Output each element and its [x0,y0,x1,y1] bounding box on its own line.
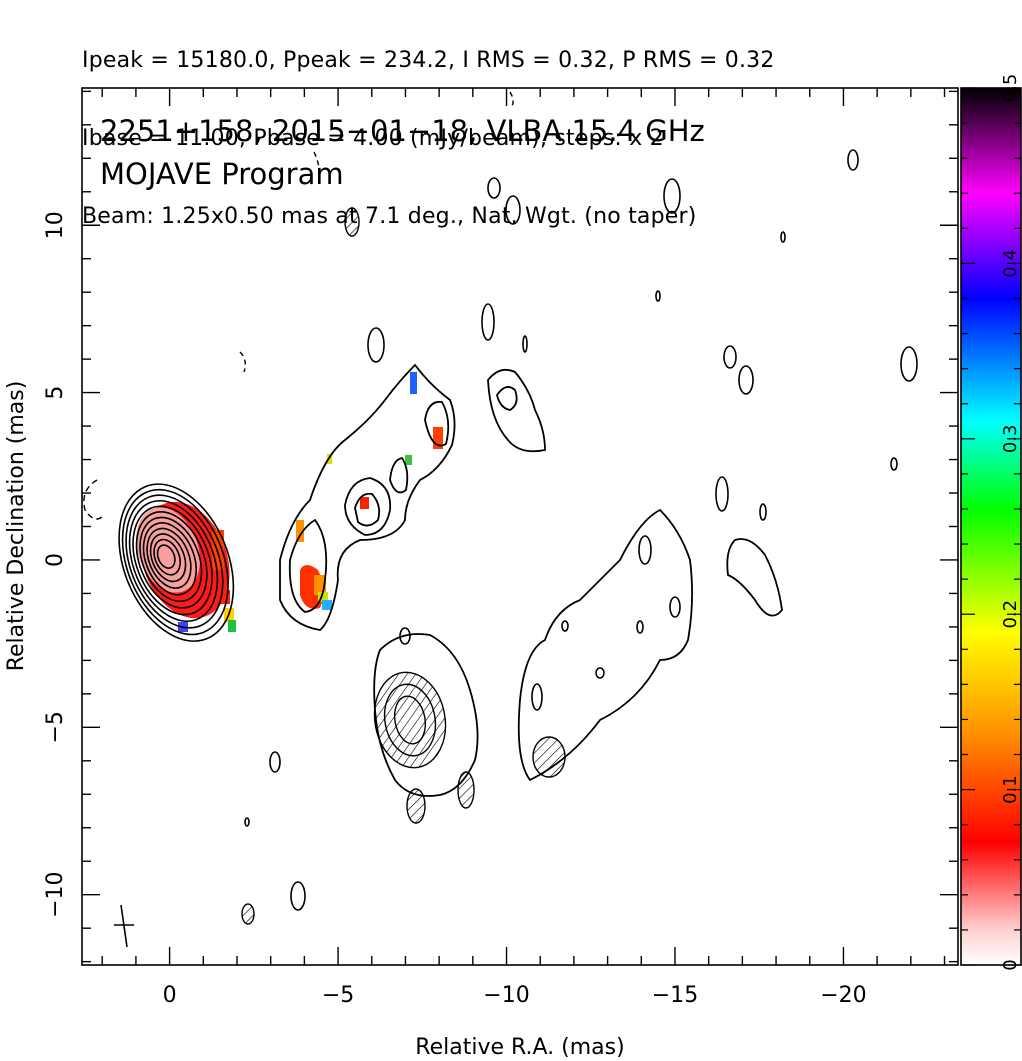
header-line-1: Ipeak = 15180.0, Ppeak = 234.2, I RMS = … [82,48,775,73]
core-contours [118,483,235,642]
core-contour [128,499,219,623]
x-axis-title: Relative R.A. (mas) [415,1035,624,1060]
core-contour [139,516,203,603]
negative-artifact [83,91,566,925]
colorbar [960,87,1022,966]
y-tick-label: −10 [43,871,68,917]
y-axis-title: Relative Declination (mas) [4,381,29,672]
x-axis: 0 −5 −10 −15 −20 [101,88,946,1008]
colorbar-tick-label: 0.3 [1000,424,1021,453]
x-tick-label: −5 [322,983,354,1008]
core-contour [118,483,235,642]
map-layer [83,91,918,948]
beam-marker [114,904,134,948]
x-tick-label: −10 [483,983,529,1008]
y-axis: −10 −5 0 5 10 [43,90,958,963]
colorbar-tick-label: 0.2 [1000,600,1021,629]
isolated-contours [244,149,918,911]
x-tick-label: 0 [163,983,177,1008]
core-contour [125,494,224,629]
x-tick-label: −15 [652,983,698,1008]
core-contour [132,505,213,616]
y-tick-label: 5 [43,386,68,400]
y-tick-label: 0 [43,553,68,567]
y-tick-label: 10 [43,211,68,239]
colorbar-tick-label: 0 [1000,959,1021,970]
colorbar-tick-label: 0.1 [1000,775,1021,804]
polarization-jet [296,372,443,610]
colorbar-tick-label: 0.5 [1000,74,1021,103]
annotation-source: 2251+158, 2015−01−18, VLBA 15.4 GHz [100,114,705,148]
colorbar-ticks: 0 0.1 0.2 0.3 0.4 0.5 [961,74,1021,971]
core-contour [135,511,208,609]
core-contour [146,527,192,589]
header-line-3: Beam: 1.25x0.50 mas at 7.1 deg., Nat. Wg… [82,204,697,229]
core-contour [142,522,197,596]
colorbar-tick-label: 0.4 [1000,249,1021,278]
core-contour [149,533,187,583]
jet-contours [279,363,783,797]
core-contour [156,544,176,569]
header-line-2: Ibase = 11.00, Pbase = 4.00 (mJy/beam), … [82,126,664,151]
core-contour [153,538,182,576]
x-tick-label: −20 [820,983,866,1008]
annotation-program: MOJAVE Program [100,157,344,191]
core-contour [121,488,229,636]
y-tick-label: −5 [43,711,68,743]
map-header: Ipeak = 15180.0, Ppeak = 234.2, I RMS = … [82,0,775,256]
